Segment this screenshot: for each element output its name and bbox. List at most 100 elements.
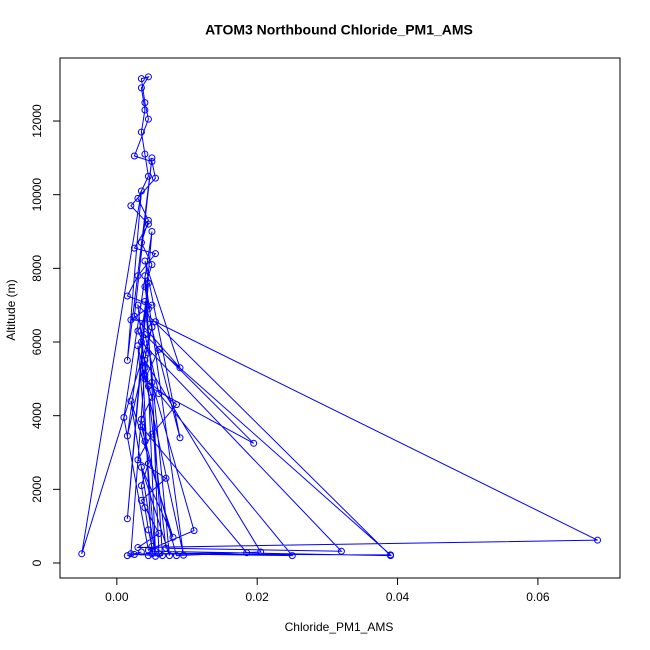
data-point (141, 283, 149, 291)
data-point (387, 552, 395, 560)
data-point (141, 297, 149, 305)
data-point (243, 549, 251, 557)
data-point (155, 530, 163, 538)
data-point (172, 552, 180, 560)
data-point (127, 316, 135, 324)
data-point (137, 415, 145, 423)
data-point (134, 456, 142, 464)
data-point (137, 84, 145, 92)
data-point (137, 187, 145, 195)
data-point (176, 434, 184, 442)
x-tick-label: 0.00 (105, 590, 129, 604)
data-point (148, 261, 156, 269)
data-point (165, 552, 173, 560)
data-point (162, 544, 170, 552)
data-point (144, 220, 152, 228)
data-point (151, 552, 159, 560)
data-point (148, 542, 156, 550)
data-point (137, 496, 145, 504)
data-point (148, 301, 156, 309)
data-point (130, 244, 138, 252)
data-point (250, 439, 258, 447)
data-point (169, 533, 177, 541)
data-point (137, 338, 145, 346)
data-point (158, 552, 166, 560)
data-point (141, 356, 149, 364)
data-point (594, 536, 602, 544)
data-point (141, 257, 149, 265)
data-point (123, 552, 131, 560)
data-point (148, 393, 156, 401)
data-point (151, 174, 159, 182)
data-line (81, 76, 598, 557)
data-point (137, 482, 145, 490)
y-tick-label: 12000 (30, 104, 44, 138)
data-point (127, 550, 135, 558)
data-point (141, 504, 149, 512)
data-point (137, 463, 145, 471)
data-point (144, 382, 152, 390)
x-tick-label: 0.04 (386, 590, 410, 604)
data-point (123, 432, 131, 440)
y-axis-label: Altitude (m) (4, 279, 18, 340)
y-tick-label: 4000 (30, 402, 44, 429)
data-point (148, 430, 156, 438)
data-point (151, 250, 159, 258)
data-point (141, 364, 149, 372)
data-point (148, 154, 156, 162)
data-point (144, 172, 152, 180)
data-point (141, 331, 149, 339)
chart-title: ATOM3 Northbound Chloride_PM1_AMS (205, 22, 473, 38)
data-point (144, 73, 152, 81)
data-point (144, 216, 152, 224)
data-point (134, 272, 142, 280)
data-point (134, 301, 142, 309)
data-point (176, 364, 184, 372)
x-tick-label: 0.06 (526, 590, 550, 604)
data-point (120, 414, 128, 422)
data-point (337, 547, 345, 555)
data-point (144, 526, 152, 534)
data-point (123, 292, 131, 300)
data-point (141, 150, 149, 158)
x-axis-label: Chloride_PM1_AMS (285, 620, 394, 634)
data-point (148, 379, 156, 387)
data-point (162, 474, 170, 482)
x-tick-label: 0.02 (246, 590, 270, 604)
data-point (144, 305, 152, 313)
data-point (127, 202, 135, 210)
data-point (137, 128, 145, 136)
data-point (141, 272, 149, 280)
data-point (78, 550, 86, 558)
data-point (148, 158, 156, 166)
data-point (144, 460, 152, 468)
data-point (141, 437, 149, 445)
data-point (148, 323, 156, 331)
data-point (130, 152, 138, 160)
data-point (144, 279, 152, 287)
data-point (141, 99, 149, 107)
data-point (127, 397, 135, 405)
data-point (137, 239, 145, 247)
y-tick-label: 0 (30, 559, 44, 566)
data-point (123, 356, 131, 364)
data-point (137, 423, 145, 431)
data-point (141, 371, 149, 379)
data-point (134, 342, 142, 350)
y-tick-label: 2000 (30, 476, 44, 503)
data-point (141, 375, 149, 383)
data-point (144, 115, 152, 123)
data-point (134, 544, 142, 552)
data-point (190, 527, 198, 535)
y-tick-label: 10000 (30, 178, 44, 212)
data-point (151, 318, 159, 326)
data-point (123, 515, 131, 523)
data-point (144, 349, 152, 357)
data-point (155, 345, 163, 353)
data-point (130, 551, 138, 559)
data-point (155, 390, 163, 398)
data-point (134, 327, 142, 335)
data-point (257, 548, 265, 556)
data-point (137, 548, 145, 556)
